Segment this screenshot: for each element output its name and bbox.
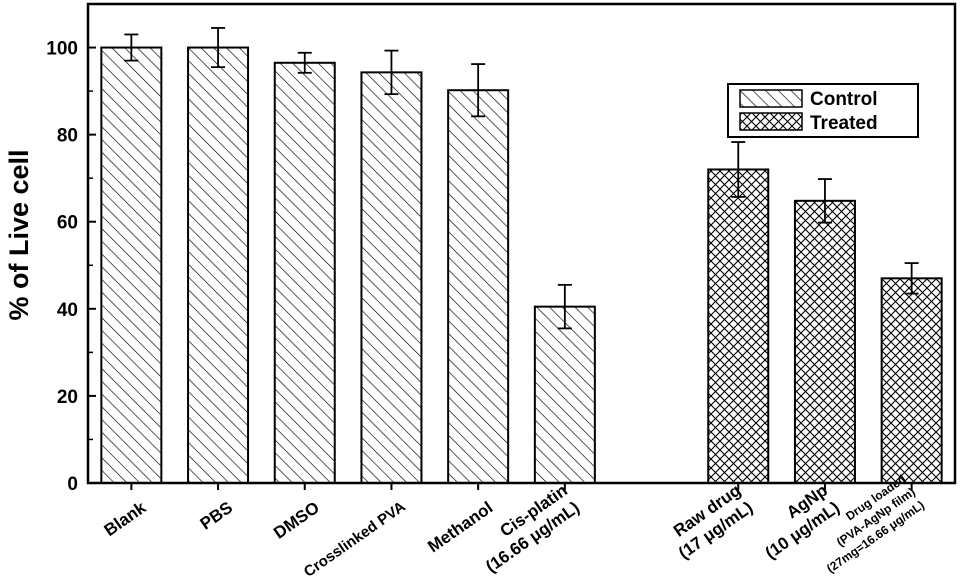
x-tick-label-2: DMSO (270, 498, 323, 543)
y-tick-label: 100 (46, 39, 78, 60)
legend-label-control: Control (810, 89, 878, 110)
x-tick-label-4: Methanol (424, 498, 496, 556)
bar-1 (187, 46, 250, 485)
legend: Control Treated (727, 83, 919, 138)
bar-2 (273, 61, 336, 484)
error-bar-2 (297, 51, 312, 74)
error-bar-8 (904, 262, 919, 295)
error-bar-0 (124, 33, 139, 62)
x-tick-label-6: Raw drug(17 μg/mL) (663, 481, 756, 563)
x-tick-label-7: AgNp(10 μg/mL) (750, 481, 843, 563)
bar-0 (100, 46, 163, 485)
legend-label-treated: Treated (810, 113, 878, 134)
y-tick-label: 0 (67, 474, 78, 495)
error-bars (124, 27, 919, 330)
bar-6 (707, 168, 770, 485)
bar-8 (880, 277, 943, 484)
y-tick-label: 80 (57, 126, 78, 147)
error-bar-1 (211, 27, 226, 69)
y-tick-label: 60 (57, 213, 78, 234)
y-tick-label: 20 (57, 387, 78, 408)
y-axis-title: % of Live cell (4, 149, 34, 320)
bar-3 (360, 71, 423, 484)
plot-frame (86, 2, 957, 485)
x-tick-label-5: Cis-platin(16.66 μg/mL) (470, 481, 583, 577)
error-bar-7 (817, 178, 832, 224)
x-tick-label-1: PBS (197, 498, 237, 534)
bar-5 (533, 305, 596, 484)
y-tick-label: 40 (57, 300, 78, 321)
legend-swatch-treated (739, 112, 803, 131)
x-tick-label-0: Blank (101, 498, 150, 540)
bar-4 (447, 89, 510, 484)
error-bar-4 (471, 63, 486, 118)
bar-7 (793, 199, 856, 485)
legend-swatch-control (739, 89, 803, 108)
y-axis: 0 20 40 60 80 100 (46, 39, 96, 495)
error-bar-5 (557, 283, 572, 330)
error-bar-6 (731, 141, 746, 198)
error-bar-3 (384, 49, 399, 96)
